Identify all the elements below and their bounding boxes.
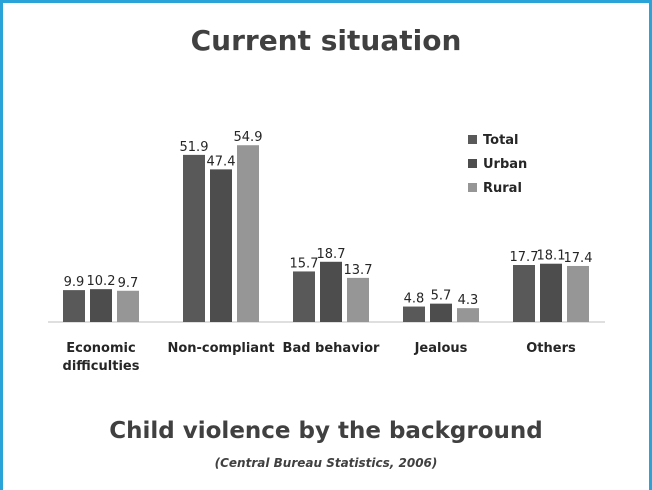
category-label-1-0: Non-compliant	[167, 341, 274, 356]
source-note: (Central Bureau Statistics, 2006)	[214, 456, 438, 470]
data-label-urban-1: 47.4	[207, 154, 236, 169]
bar-total-0	[63, 290, 85, 322]
data-label-rural-4: 17.4	[564, 251, 593, 266]
bar-rural-1	[237, 145, 259, 322]
bar-chart: 9.9 10.2 9.7 Economic difficulties 51.947.4 54…	[48, 130, 605, 374]
bar-total-4	[513, 265, 535, 322]
data-label-total-0: 9.9	[64, 275, 85, 290]
legend-label-rural: Rural	[483, 181, 522, 196]
legend-swatch-total	[468, 135, 477, 144]
data-label-total-1: 51.9	[180, 140, 209, 155]
bar-total-1	[183, 154, 205, 322]
bar-urban-3	[430, 303, 452, 322]
slide-title: Current situation	[190, 24, 462, 57]
data-label-total-2: 15.7	[290, 256, 319, 271]
category-label-4-0: Others	[526, 341, 576, 356]
data-label-total-3: 4.8	[404, 292, 425, 307]
legend-swatch-rural	[468, 183, 477, 192]
data-label-urban-3: 5.7	[431, 289, 452, 304]
bar-total-2	[293, 271, 315, 322]
data-label-urban-0: 10.2	[87, 274, 116, 289]
data-label-rural-2: 13.7	[344, 263, 373, 278]
category-label-3-0: Jealous	[414, 341, 468, 356]
data-label-rural-3: 4.3	[458, 293, 479, 308]
category-label-0-1: difficulties	[63, 359, 140, 374]
data-label-total-4: 17.7	[510, 250, 539, 265]
bar-urban-2	[320, 261, 342, 322]
bar-rural-4	[567, 265, 589, 322]
bar-rural-0	[117, 290, 139, 322]
data-label-urban-2: 18.7	[317, 247, 346, 262]
bar-urban-1	[210, 169, 232, 322]
data-label-urban-4: 18.1	[537, 249, 566, 264]
data-label-rural-1: 54.9	[234, 130, 263, 145]
bar-urban-0	[90, 289, 112, 322]
data-label-rural-0: 9.7	[118, 276, 139, 291]
category-label-2-0: Bad behavior	[283, 341, 381, 356]
bar-rural-3	[457, 308, 479, 322]
category-label-0-0: Economic	[66, 341, 135, 356]
legend-label-urban: Urban	[483, 157, 527, 172]
legend-label-total: Total	[483, 133, 519, 148]
bar-urban-4	[540, 263, 562, 322]
bar-total-3	[403, 306, 425, 322]
legend-swatch-urban	[468, 159, 477, 168]
bar-rural-2	[347, 277, 369, 322]
chart-title: Child violence by the background	[109, 418, 543, 444]
